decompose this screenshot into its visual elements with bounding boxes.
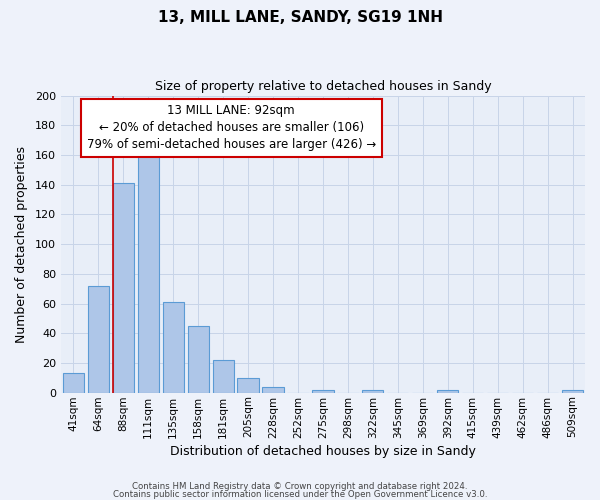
Text: Contains HM Land Registry data © Crown copyright and database right 2024.: Contains HM Land Registry data © Crown c… [132,482,468,491]
Title: Size of property relative to detached houses in Sandy: Size of property relative to detached ho… [155,80,491,93]
Bar [437,390,458,392]
Bar [188,326,209,392]
Bar [362,390,383,392]
Text: 13 MILL LANE: 92sqm
← 20% of detached houses are smaller (106)
79% of semi-detac: 13 MILL LANE: 92sqm ← 20% of detached ho… [86,104,376,152]
Bar [63,374,84,392]
Bar [562,390,583,392]
Bar [137,146,159,392]
Text: Contains public sector information licensed under the Open Government Licence v3: Contains public sector information licen… [113,490,487,499]
Text: 13, MILL LANE, SANDY, SG19 1NH: 13, MILL LANE, SANDY, SG19 1NH [157,10,443,25]
Bar [238,378,259,392]
Bar [212,360,234,392]
Y-axis label: Number of detached properties: Number of detached properties [15,146,28,342]
Bar [262,386,284,392]
Bar [313,390,334,392]
Bar [163,302,184,392]
Bar [88,286,109,393]
Bar [113,183,134,392]
X-axis label: Distribution of detached houses by size in Sandy: Distribution of detached houses by size … [170,444,476,458]
